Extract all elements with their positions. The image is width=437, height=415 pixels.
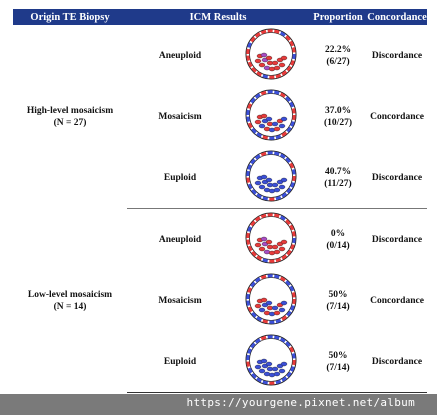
concordance-cell: Concordance [370,295,424,306]
icm-result-label: Aneuploid [158,50,202,61]
proportion-percent: 37.0% [324,105,352,116]
embryo-illustration-cell [233,86,309,147]
proportion-fraction: (10/27) [324,117,352,128]
table-row: Mosaicism 37.0% (10/27) Concordance [13,86,427,147]
proportion-cell: 50% (7/14) [309,331,367,393]
icm-result-label: Aneuploid [158,234,202,245]
proportion-cell: 0% (0/14) [309,209,367,271]
table-row: Euploid 40.7% (11/27) Discordance [13,147,427,209]
header-concordance: Concordance [367,9,427,25]
proportion-cell: 40.7% (11/27) [309,147,367,209]
header-icm: ICM Results [127,9,309,25]
proportion-fraction: (7/14) [326,301,350,312]
proportion-percent: 22.2% [324,44,352,55]
proportion-cell: 50% (7/14) [309,270,367,331]
embryo-illustration-cell [233,331,309,393]
table-row: Mosaicism 50% (7/14) Concordance [13,270,427,331]
header-origin: Origin TE Biopsy [13,9,127,25]
icm-result-label: Mosaicism [158,111,202,122]
embryo-illustration-cell [233,270,309,331]
concordance-cell: Discordance [371,234,423,245]
origin-group-count: (N = 14) [53,301,87,312]
table-header-row: Origin TE Biopsy ICM Results Proportion … [13,9,427,25]
table-row: High-level mosaicism (N = 27) Aneuploid 22.… [13,25,427,128]
concordance-cell: Concordance [370,111,424,122]
aneuploid-embryo-icon [242,209,300,267]
proportion-percent: 50% [328,350,348,361]
euploid-embryo-icon [242,147,300,205]
aneuploid-embryo-icon [242,25,300,83]
proportion-cell: 22.2% (6/27) [309,25,367,86]
table-row: Euploid 50% (7/14) Discordance [13,331,427,393]
concordance-cell: Discordance [367,331,427,393]
concordance-cell: Discordance [367,147,427,209]
icm-result-label: Mosaicism [158,295,202,306]
origin-group-count: (N = 27) [53,117,87,128]
mosaic-embryo-icon [242,86,300,144]
mosaic-embryo-icon [242,270,300,328]
proportion-fraction: (0/14) [326,240,350,251]
icm-result-label: Euploid [127,331,233,393]
embryo-illustration-cell [233,209,309,271]
proportion-cell: 37.0% (10/27) [309,86,367,147]
header-proportion: Proportion [309,9,367,25]
origin-group-name: Low-level mosaicism [27,289,113,300]
proportion-percent: 0% [330,228,346,239]
footer-bar: https://yourgene.pixnet.net/album [0,394,437,415]
origin-group-label: Low-level mosaicism (N = 14) [13,209,127,393]
proportion-fraction: (6/27) [326,56,350,67]
embryo-illustration-cell [233,147,309,209]
results-table: Origin TE Biopsy ICM Results Proportion … [13,9,427,393]
proportion-percent: 50% [328,289,348,300]
icm-result-label: Euploid [127,147,233,209]
euploid-embryo-icon [242,331,300,389]
origin-group-name: High-level mosaicism [26,105,114,116]
origin-group-label: High-level mosaicism (N = 27) [13,25,127,209]
table-row: Low-level mosaicism (N = 14) Aneuploid 0% (0… [13,209,427,312]
embryo-illustration-cell [233,25,309,86]
proportion-fraction: (11/27) [324,178,352,189]
watermark-url[interactable]: https://yourgene.pixnet.net/album [186,396,415,409]
proportion-percent: 40.7% [324,166,352,177]
proportion-fraction: (7/14) [326,362,350,373]
concordance-cell: Discordance [371,50,423,61]
